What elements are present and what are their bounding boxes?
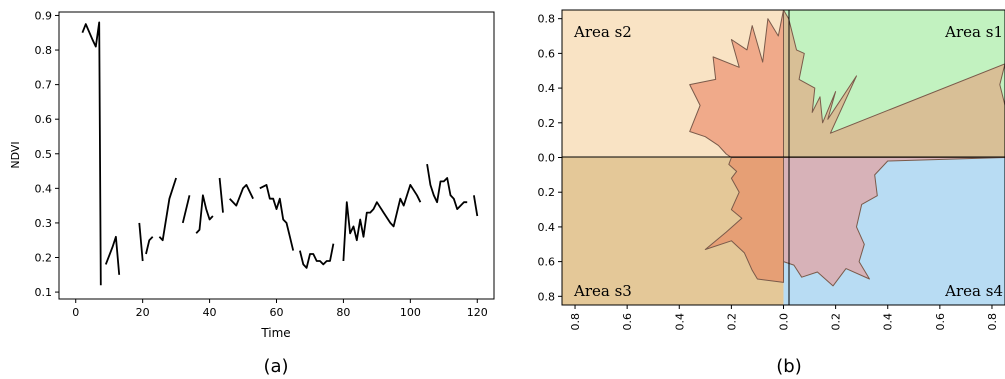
panel-a-x-tick-label: 0 [72, 306, 79, 319]
quadrant-labels: Area s1 Area s2 Area s3 Area s4 [573, 23, 1003, 300]
ndvi-line-segment-3 [138, 222, 144, 262]
panel-a-x-tick-label: 20 [136, 306, 150, 319]
panel-a-x-ticks: 0 20 40 60 80 100 120 [72, 299, 488, 319]
ndvi-series [81, 21, 479, 286]
ndvi-line-segment-11 [299, 243, 335, 269]
panel-a-y-tick-label: 0.7 [35, 79, 53, 92]
panel-a-y-tick-label: 0.1 [35, 286, 53, 299]
panel-a-x-tick-label: 100 [400, 306, 421, 319]
area-shape-s4 [783, 157, 1005, 287]
quadrant-label-area-s4: Area s4 [944, 282, 1003, 300]
panel-b-x-tick-label: 0.4 [673, 313, 686, 331]
panel-b-x-ticks: 0.8 0.6 0.4 0.2 0.0 0.2 0.4 0.6 0.8 [569, 305, 999, 331]
panel-b-x-tick-label: 0.6 [621, 313, 634, 331]
panel-a-y-tick-label: 0.3 [35, 217, 53, 230]
panel-a-y-tick-label: 0.4 [35, 182, 53, 195]
ndvi-line-segment-10 [259, 184, 295, 251]
quadrant-label-area-s1: Area s1 [944, 23, 1003, 41]
panel-a-y-tick-label: 0.6 [35, 113, 53, 126]
panel-b-y-tick-label: 0.0 [538, 152, 556, 165]
panel-b-y-tick-label: 0.2 [538, 186, 556, 199]
panel-b-y-ticks: 0.8 0.6 0.4 0.2 0.0 0.2 0.4 0.6 0.8 [538, 13, 562, 303]
panel-a-label: (a) [263, 356, 288, 377]
panel-a-x-tick-label: 80 [336, 306, 350, 319]
quadrant-label-area-s2: Area s2 [573, 23, 632, 41]
ndvi-line-segment-5 [158, 177, 177, 242]
ndvi-line-segment-1 [81, 21, 102, 286]
panel-b-y-tick-label: 0.4 [538, 221, 556, 234]
panel-a-x-tick-label: 40 [203, 306, 217, 319]
panel-a-x-tick-label: 120 [467, 306, 488, 319]
ndvi-line-segment-9 [229, 184, 254, 207]
area-shape-s2 [689, 9, 784, 158]
panel-b-x-tick-label: 0.2 [830, 313, 843, 331]
panel-a-y-ticks: 0.1 0.2 0.3 0.4 0.5 0.6 0.7 0.8 0.9 [35, 9, 59, 299]
ndvi-line-segment-7 [195, 194, 214, 234]
panel-b-y-tick-label: 0.8 [538, 290, 556, 303]
panel-a-y-tick-label: 0.8 [35, 44, 53, 57]
panel-b-x-tick-label: 0.8 [569, 313, 582, 331]
panel-a-y-axis-label: NDVI [9, 141, 22, 168]
quadrant-label-area-s3: Area s3 [573, 282, 632, 300]
panel-a-plot-frame [58, 11, 495, 300]
panel-a-y-tick-label: 0.9 [35, 9, 53, 22]
ndvi-line-segment-12 [342, 184, 422, 262]
panel-a-y-tick-label: 0.2 [35, 252, 53, 265]
panel-b-y-tick-label: 0.6 [538, 256, 556, 269]
ndvi-line-segment-8 [218, 177, 224, 213]
panel-b-y-tick-label: 0.2 [538, 117, 556, 130]
quadrant-shapes [689, 9, 1005, 287]
ndvi-line-segment-6 [181, 195, 191, 224]
panel-b-x-tick-label: 0.0 [778, 313, 791, 331]
panel-b-label: (b) [776, 356, 801, 377]
ndvi-line-segment-4 [145, 236, 154, 255]
ndvi-line-segment-2 [104, 235, 121, 275]
area-shape-s3 [704, 157, 784, 283]
ndvi-line-segment-13 [426, 163, 468, 210]
ndvi-line-segment-14 [473, 195, 479, 217]
panel-b-y-tick-label: 0.6 [538, 47, 556, 60]
panel-b-x-tick-label: 0.2 [725, 313, 738, 331]
panel-a-y-tick-label: 0.5 [35, 148, 53, 161]
panel-b-x-tick-label: 0.8 [986, 313, 999, 331]
panel-b-y-tick-label: 0.4 [538, 82, 556, 95]
panel-a-x-axis-label: Time [260, 326, 290, 340]
area-shape-s1 [783, 9, 1005, 158]
panel-b-x-tick-label: 0.4 [882, 313, 895, 331]
panel-b-x-tick-label: 0.6 [934, 313, 947, 331]
panel-a-x-tick-label: 60 [270, 306, 284, 319]
ndvi-time-series-panel: 0 20 40 60 80 100 120 0.1 0.2 0.3 0.4 0.5 0.6 0.7 0.8… [9, 9, 495, 377]
panel-b-y-tick-label: 0.8 [538, 13, 556, 26]
